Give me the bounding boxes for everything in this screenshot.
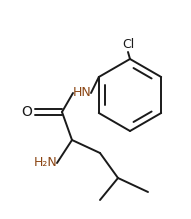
Text: Cl: Cl xyxy=(122,39,134,51)
Text: H₂N: H₂N xyxy=(34,157,58,170)
Text: O: O xyxy=(22,105,32,119)
Text: HN: HN xyxy=(73,87,91,99)
